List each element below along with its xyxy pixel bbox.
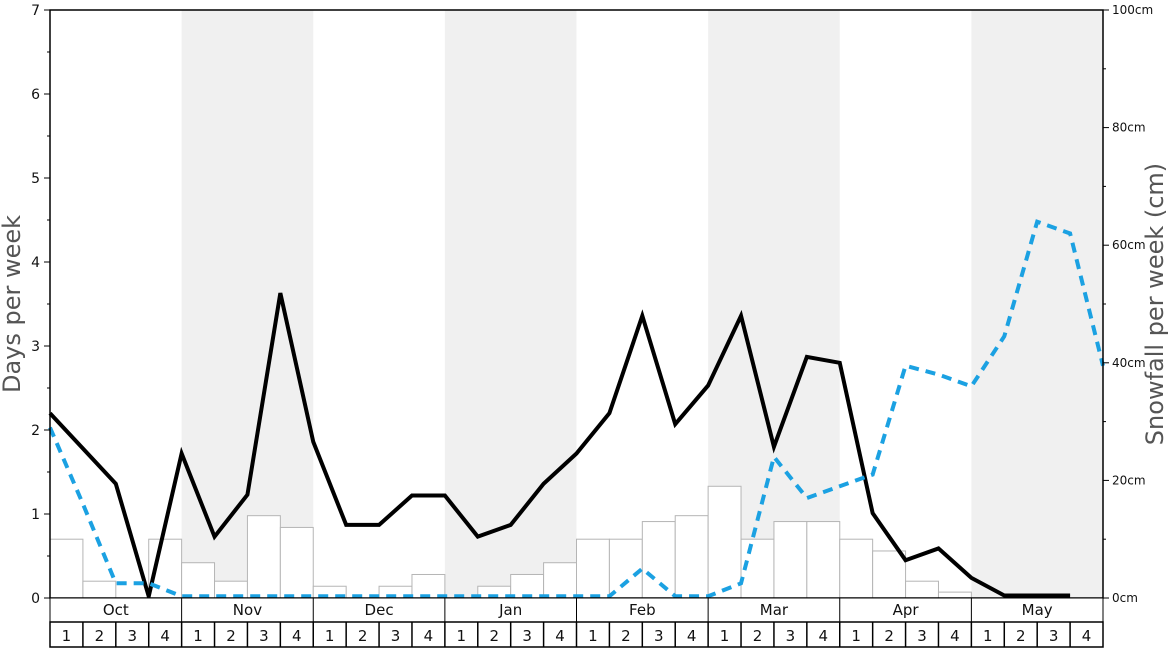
y2-tick-label-20cm: 20cm [1112,473,1146,487]
bar-week-20 [674,515,709,599]
y-tick-label-4: 4 [31,255,40,271]
line-black [48,292,1071,605]
y-axis-title: Days per week [0,215,26,393]
y-tick-label-0: 0 [31,591,40,607]
month-label-feb: Feb [629,601,656,619]
bar-week-18 [608,538,643,599]
y-tick-label-5: 5 [31,171,40,187]
bar-week-8 [279,526,314,599]
week-label-jan-1: 1 [457,627,467,645]
week-label-may-4: 4 [1082,627,1092,645]
week-label-apr-2: 2 [884,627,894,645]
y-tick-label-6: 6 [31,87,40,103]
week-label-mar-1: 1 [720,627,730,645]
week-label-dec-4: 4 [424,627,434,645]
week-label-nov-4: 4 [292,627,302,645]
y2-tick-label-100cm: 100cm [1112,3,1153,17]
month-shade-may [971,10,1103,598]
y2-tick-label-80cm: 80cm [1112,121,1146,135]
y-tick-label-3: 3 [31,339,40,355]
bar-week-5 [181,562,216,599]
month-shade-nov [181,10,314,598]
week-label-oct-1: 1 [62,627,72,645]
month-label-nov: Nov [233,601,262,619]
bar-week-24 [806,521,841,599]
bar-week-16 [543,562,577,599]
week-label-nov-3: 3 [259,627,269,645]
month-label-may: May [1022,601,1053,619]
week-label-feb-4: 4 [687,627,697,645]
week-label-feb-1: 1 [588,627,598,645]
y-tick-label-2: 2 [31,423,40,439]
y-tick-label-1: 1 [31,507,40,523]
right-axis: 0cm 20cm 40cm 60cm 80cm 100cm [1103,3,1153,605]
week-label-jan-4: 4 [555,627,565,645]
y-tick-label-7: 7 [31,3,40,19]
y2-tick-label-60cm: 60cm [1112,238,1146,252]
week-label-nov-1: 1 [193,627,203,645]
week-label-dec-2: 2 [358,627,368,645]
x-axis: Oct 1 2 3 4 Nov 1 2 3 4 Dec 1 2 3 4 Jan 1 2 3 4 Feb 1 2 3 4 Mar 1 2… [49,597,1104,648]
week-label-nov-2: 2 [226,627,236,645]
week-label-dec-3: 3 [391,627,401,645]
line-series-black [48,292,1071,605]
bar-week-1 [49,538,84,599]
week-label-apr-3: 3 [917,627,927,645]
month-shade-jan [444,10,577,598]
week-label-feb-3: 3 [654,627,664,645]
bar-week-23 [773,521,808,599]
week-label-oct-3: 3 [127,627,137,645]
bar-week-25 [839,538,874,599]
week-label-feb-2: 2 [621,627,631,645]
bar-week-17 [576,538,610,599]
bar-week-26 [872,550,907,599]
week-label-mar-3: 3 [786,627,796,645]
week-label-oct-2: 2 [95,627,105,645]
week-label-oct-4: 4 [160,627,170,645]
week-label-may-3: 3 [1049,627,1059,645]
week-label-jan-2: 2 [489,627,499,645]
week-label-may-2: 2 [1016,627,1026,645]
bar-week-19 [641,521,676,599]
week-label-dec-1: 1 [325,627,335,645]
bar-week-2 [82,580,117,599]
y2-tick-label-40cm: 40cm [1112,356,1146,370]
week-label-jan-3: 3 [522,627,532,645]
week-label-apr-1: 1 [851,627,861,645]
month-label-jan: Jan [498,601,522,619]
month-label-oct: Oct [103,601,129,619]
month-label-apr: Apr [893,601,920,619]
bar-week-21 [707,485,742,599]
week-label-mar-4: 4 [819,627,829,645]
week-label-may-1: 1 [983,627,993,645]
bar-week-27 [905,580,939,599]
week-label-apr-4: 4 [950,627,960,645]
bar-week-28 [937,591,972,599]
week-label-mar-2: 2 [753,627,763,645]
bars-days [49,485,972,599]
month-label-dec: Dec [365,601,394,619]
y2-tick-label-0cm: 0cm [1112,591,1138,605]
y2-axis-title: Snowfall per week (cm) [1141,163,1168,445]
left-axis: 0 1 2 3 4 5 6 7 [31,3,50,607]
month-shading [181,10,1103,598]
month-label-mar: Mar [760,601,789,619]
bar-week-7 [246,515,281,599]
line-series-blue [48,219,1105,599]
